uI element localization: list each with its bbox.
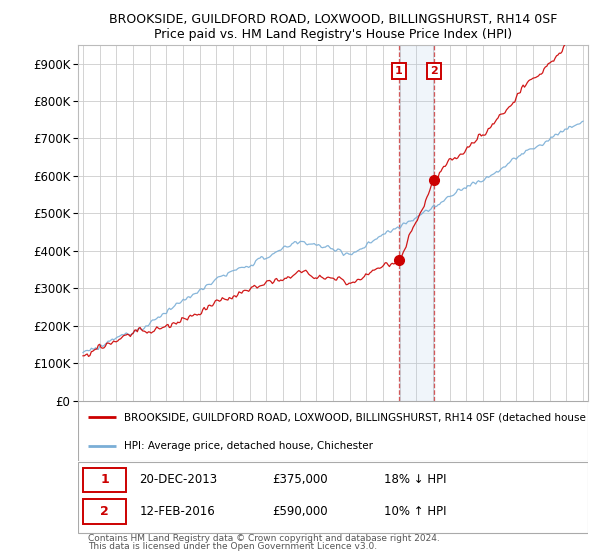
Text: 10% ↑ HPI: 10% ↑ HPI bbox=[384, 505, 446, 518]
FancyBboxPatch shape bbox=[78, 463, 588, 533]
Text: 2: 2 bbox=[100, 505, 109, 518]
Text: This data is licensed under the Open Government Licence v3.0.: This data is licensed under the Open Gov… bbox=[88, 542, 377, 550]
FancyBboxPatch shape bbox=[83, 468, 127, 492]
Text: HPI: Average price, detached house, Chichester: HPI: Average price, detached house, Chic… bbox=[124, 441, 373, 451]
Text: 18% ↓ HPI: 18% ↓ HPI bbox=[384, 473, 446, 487]
Text: 1: 1 bbox=[100, 473, 109, 487]
Text: £590,000: £590,000 bbox=[272, 505, 328, 518]
Title: BROOKSIDE, GUILDFORD ROAD, LOXWOOD, BILLINGSHURST, RH14 0SF
Price paid vs. HM La: BROOKSIDE, GUILDFORD ROAD, LOXWOOD, BILL… bbox=[109, 13, 557, 41]
FancyBboxPatch shape bbox=[78, 401, 588, 460]
Text: 12-FEB-2016: 12-FEB-2016 bbox=[139, 505, 215, 518]
Text: BROOKSIDE, GUILDFORD ROAD, LOXWOOD, BILLINGSHURST, RH14 0SF (detached house: BROOKSIDE, GUILDFORD ROAD, LOXWOOD, BILL… bbox=[124, 413, 586, 422]
Text: Contains HM Land Registry data © Crown copyright and database right 2024.: Contains HM Land Registry data © Crown c… bbox=[88, 534, 440, 543]
Text: 20-DEC-2013: 20-DEC-2013 bbox=[139, 473, 217, 487]
FancyBboxPatch shape bbox=[83, 500, 127, 524]
Text: 2: 2 bbox=[430, 66, 438, 76]
Text: 1: 1 bbox=[395, 66, 403, 76]
Bar bbox=[399, 45, 434, 401]
Text: £375,000: £375,000 bbox=[272, 473, 328, 487]
